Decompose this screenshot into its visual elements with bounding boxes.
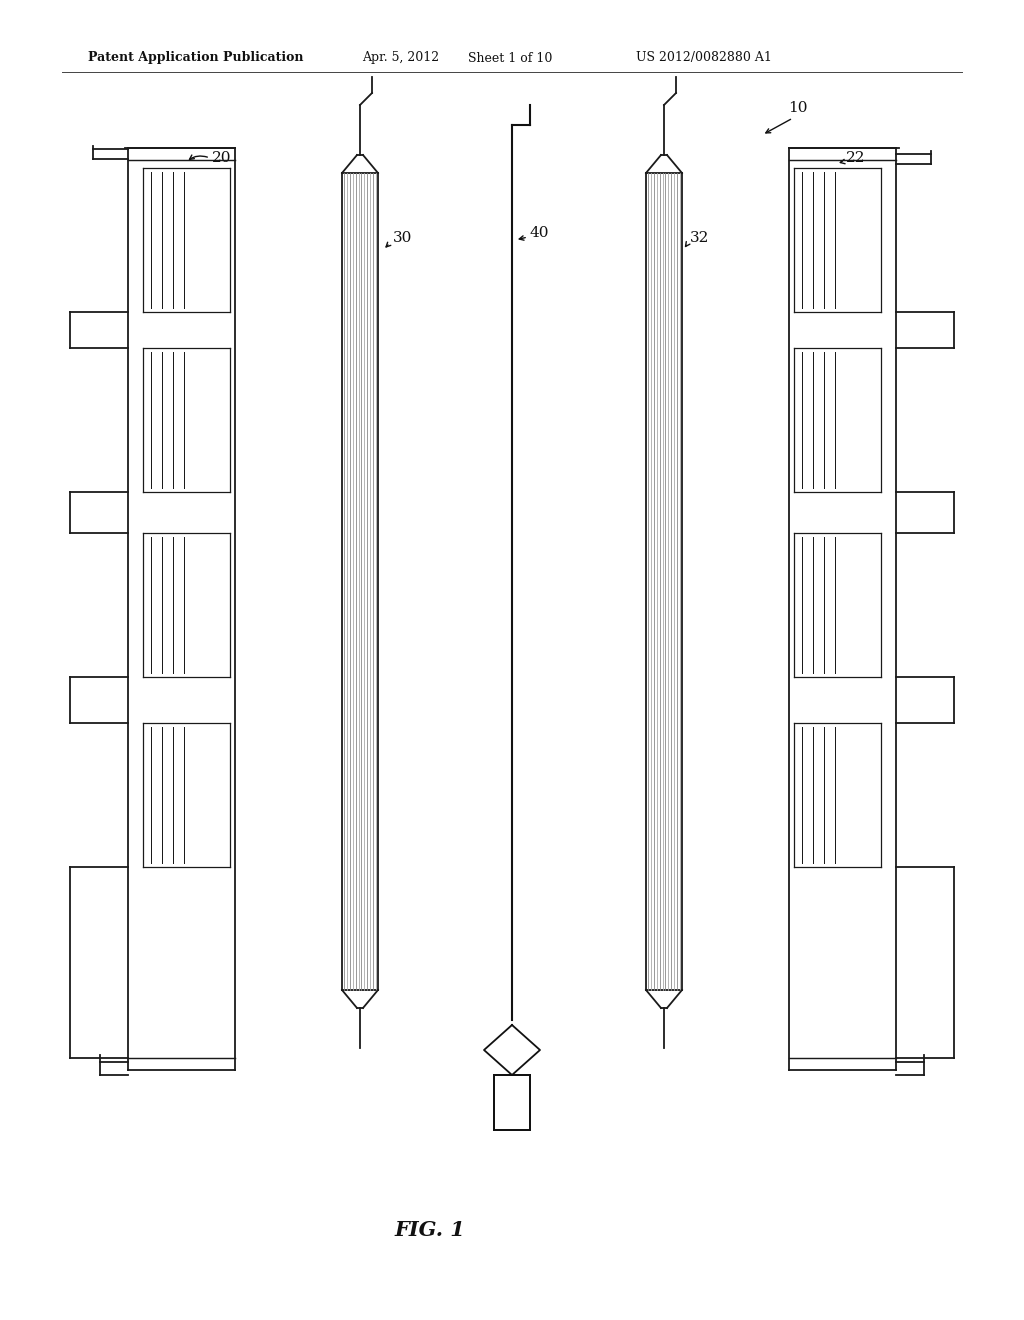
Text: US 2012/0082880 A1: US 2012/0082880 A1 — [636, 51, 772, 65]
Text: 10: 10 — [788, 102, 808, 115]
Text: FIG. 1: FIG. 1 — [394, 1220, 465, 1239]
Text: Apr. 5, 2012: Apr. 5, 2012 — [362, 51, 439, 65]
Text: 40: 40 — [530, 226, 550, 240]
Text: 22: 22 — [846, 150, 865, 165]
Bar — [494, 1074, 530, 1130]
Text: 30: 30 — [393, 231, 413, 246]
Text: 32: 32 — [690, 231, 710, 246]
Text: 20: 20 — [212, 150, 231, 165]
Text: Patent Application Publication: Patent Application Publication — [88, 51, 303, 65]
Text: Sheet 1 of 10: Sheet 1 of 10 — [468, 51, 552, 65]
